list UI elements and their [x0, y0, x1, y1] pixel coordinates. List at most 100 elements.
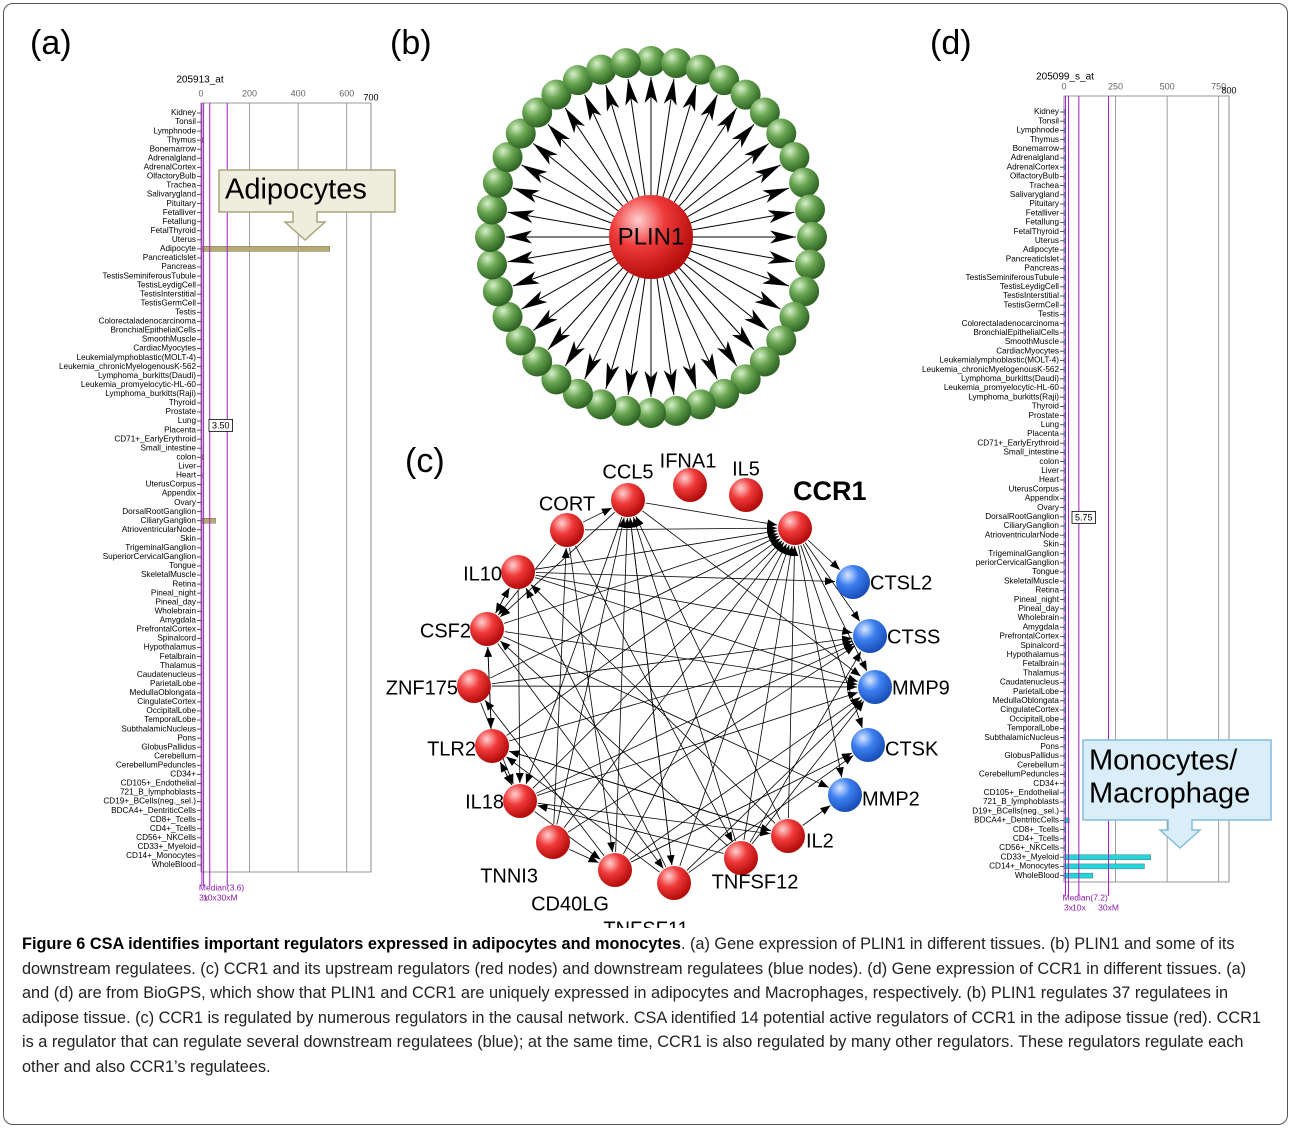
bar [1064, 634, 1065, 639]
node [729, 478, 763, 512]
category-label: UterusCorpus [145, 480, 196, 489]
category-label: CD4+_Tcells [1013, 834, 1059, 843]
bar [1064, 579, 1065, 584]
category-label: CD34+ [1033, 779, 1059, 788]
category-label: BronchialEpithelialCells [973, 328, 1059, 337]
category-label: Liver [1041, 466, 1059, 475]
category-label: MedullaOblongata [130, 688, 197, 697]
node-label: IL18 [465, 791, 504, 813]
bar [1064, 404, 1065, 409]
category-label: UterusCorpus [1008, 484, 1059, 493]
category-label: Retina [172, 579, 196, 588]
bar [1064, 275, 1065, 280]
node-label: CTSK [885, 738, 939, 760]
bar [1064, 735, 1065, 740]
node [501, 555, 535, 589]
node [611, 48, 641, 78]
node-label: CD40LG [531, 893, 609, 915]
category-label: Lymphoma_burkitts(Daudi) [98, 371, 196, 380]
node [779, 142, 809, 172]
bar [1064, 137, 1065, 142]
category-label: Bonemarrow [1013, 144, 1060, 153]
bar [1064, 855, 1151, 860]
category-label: OlfactoryBulb [1010, 172, 1060, 181]
node-label: CCR1 [793, 476, 867, 506]
category-label: TestisInterstitial [140, 289, 196, 298]
category-label: WholeBlood [152, 860, 197, 869]
category-label: Salivarygland [147, 190, 197, 199]
category-label: Uterus [172, 235, 196, 244]
category-label: TestisInterstitial [1003, 291, 1059, 300]
category-label: DorsalRootGanglion [985, 512, 1059, 521]
category-label: Tonsil [175, 117, 196, 126]
node-label: TNNI3 [480, 865, 538, 887]
category-label: Heart [1039, 475, 1060, 484]
bar [1064, 588, 1065, 593]
category-label: Appendix [162, 489, 196, 498]
bar [1064, 386, 1065, 391]
edge [750, 652, 861, 843]
bar [1064, 220, 1065, 225]
category-label: TestisGermCell [1003, 300, 1059, 309]
bar [1064, 238, 1065, 243]
node-label: CTSL2 [870, 572, 932, 594]
node [836, 565, 870, 599]
edge [689, 755, 854, 872]
category-label: Fetalbrain [160, 652, 197, 661]
category-label: Wholebrain [155, 606, 197, 615]
bar [1064, 257, 1065, 262]
edge [492, 638, 852, 683]
category-label: Caudatenucleus [137, 670, 196, 679]
x-tick-label: 800 [1221, 85, 1236, 95]
bar [1064, 183, 1065, 188]
bar [1064, 606, 1065, 611]
node-label: ZNF175 [386, 677, 458, 699]
node [493, 302, 523, 332]
node [858, 670, 892, 704]
category-label: Cerebellum [154, 751, 196, 760]
category-label: Thyroid [169, 398, 197, 407]
category-label: ParietalLobe [1013, 687, 1059, 696]
category-label: Lymphoma_burkitts(Raji) [968, 392, 1059, 401]
edge [498, 643, 664, 868]
bar [1064, 192, 1065, 197]
callout-text: Adipocytes [225, 174, 367, 206]
category-label: Hypothalamus [1007, 650, 1059, 659]
category-label: colon [1039, 457, 1059, 466]
category-label: Skin [180, 534, 196, 543]
bar [1064, 846, 1065, 851]
callout-text: Macrophage [1089, 778, 1250, 810]
category-label: Thymus [167, 135, 196, 144]
node-label: TNFSF12 [712, 871, 799, 893]
edge [616, 518, 628, 852]
category-label: 721_B_lymphoblasts [120, 788, 196, 797]
category-label: CD71+_EarlyErythroid [977, 438, 1059, 447]
node [795, 250, 825, 280]
bar [1064, 652, 1065, 657]
bar [1064, 800, 1065, 805]
category-label: Pituitary [1029, 199, 1059, 208]
node [795, 194, 825, 224]
bar [1064, 303, 1065, 308]
category-label: ParietalLobe [150, 679, 196, 688]
panel-label: (a) [30, 24, 72, 62]
chart-title: 205913_at [176, 75, 223, 86]
category-label: Spinalcord [1020, 641, 1059, 650]
category-label: TestisGermCell [140, 298, 196, 307]
bar [1064, 248, 1065, 253]
node [797, 222, 827, 252]
category-label: colon [176, 452, 196, 461]
bar [1064, 165, 1065, 170]
x-tick-label: 0 [1061, 81, 1066, 91]
bar [1064, 717, 1065, 722]
node-label: IL2 [806, 830, 834, 852]
category-label: Adrenalgland [148, 153, 197, 162]
bar [1064, 533, 1065, 538]
edge [526, 517, 622, 784]
category-label: Bonemarrow [150, 144, 197, 153]
node [477, 194, 507, 224]
category-label: CardiacMyocytes [133, 344, 196, 353]
node [611, 483, 645, 517]
category-label: CiliaryGanglion [140, 516, 196, 525]
category-label: Lymphoma_burkitts(Daudi) [961, 374, 1059, 383]
